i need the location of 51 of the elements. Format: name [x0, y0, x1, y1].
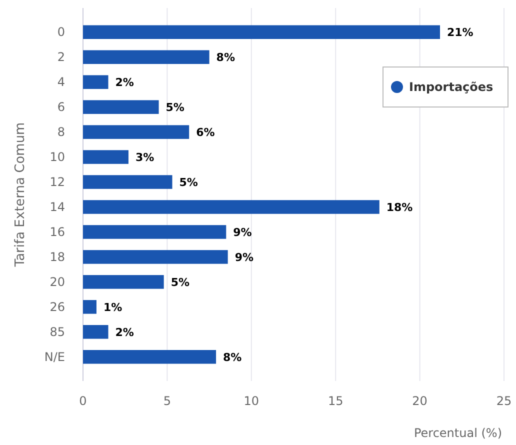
x-tick-label: 25: [496, 394, 512, 408]
y-tick-label: 12: [50, 175, 65, 190]
y-tick-label: 20: [50, 274, 65, 289]
y-tick-label: 85: [50, 324, 65, 339]
data-label: 2%: [115, 326, 134, 339]
bar: [83, 75, 108, 89]
data-label: 5%: [166, 101, 184, 114]
x-tick-label: 20: [412, 394, 428, 408]
y-tick-label: N/E: [44, 350, 65, 364]
bar: [83, 175, 172, 189]
bar: [83, 100, 159, 114]
data-label: 2%: [115, 76, 134, 90]
data-label: 5%: [179, 176, 198, 190]
bar: [83, 50, 210, 64]
y-tick-label: 14: [50, 200, 65, 214]
y-axis-title: Tarifa Externa Comum: [13, 122, 28, 268]
data-label: 5%: [170, 276, 190, 289]
bar: [83, 25, 440, 39]
bar: [83, 150, 128, 164]
x-tick-label: 0: [79, 394, 87, 408]
x-axis-title: Percentual (%): [414, 426, 502, 440]
data-label: 6%: [196, 126, 215, 140]
y-tick-label: 18: [50, 250, 65, 264]
bar: [83, 225, 226, 239]
bar: [83, 350, 216, 364]
data-label: 9%: [233, 226, 252, 239]
y-tick-label: 10: [50, 150, 65, 164]
y-tick-label: 4: [57, 75, 65, 90]
x-tick-label: 15: [328, 394, 344, 408]
y-tick-label: 8: [57, 125, 65, 140]
x-tick-label: 10: [244, 394, 260, 408]
y-tick-label: 6: [57, 100, 65, 114]
data-label: 8%: [216, 51, 235, 64]
bar: [83, 275, 164, 289]
bar: [83, 200, 380, 214]
data-label: 3%: [135, 151, 154, 164]
y-tick-label: 26: [50, 300, 65, 314]
data-label: 8%: [223, 350, 242, 364]
bar: [83, 325, 108, 339]
y-tick-label: 2: [57, 50, 65, 64]
data-label: 18%: [386, 200, 413, 214]
x-tick-label: 5: [163, 394, 172, 408]
data-label: 1%: [103, 300, 122, 314]
y-tick-label: 16: [50, 224, 65, 239]
data-label: 21%: [447, 26, 474, 40]
data-label: 9%: [234, 250, 254, 264]
bar: [83, 125, 190, 139]
bar: [83, 300, 96, 314]
legend-label: Importações: [409, 80, 494, 94]
bar: [83, 250, 228, 264]
y-tick-label: 0: [57, 25, 65, 40]
